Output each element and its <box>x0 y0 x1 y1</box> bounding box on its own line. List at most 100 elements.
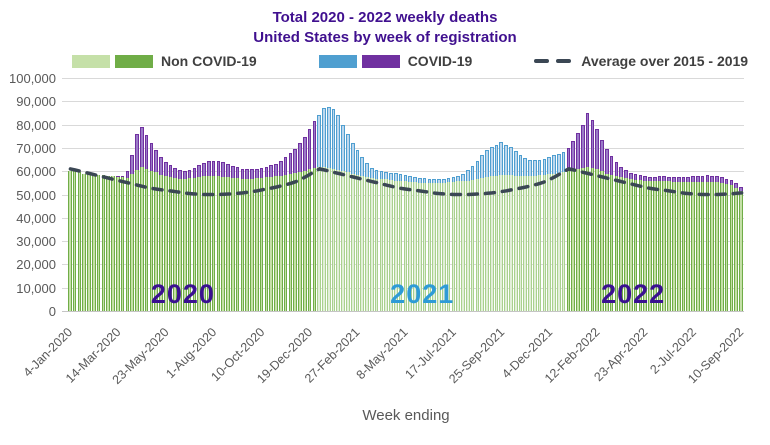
bar-covid <box>326 107 331 168</box>
y-tick-label: 40,000 <box>16 210 56 226</box>
covid-purple-swatch <box>361 54 400 68</box>
bar-covid <box>734 183 739 188</box>
bar-non-covid <box>91 174 96 311</box>
bar-non-covid <box>547 174 552 311</box>
bar-covid <box>580 124 585 168</box>
bar-covid <box>259 167 264 178</box>
bar-non-covid <box>580 167 585 311</box>
legend-item-average: Average over 2015 - 2019 <box>534 53 748 69</box>
bar-covid <box>528 159 532 177</box>
bar-covid <box>509 147 513 176</box>
bar-covid <box>571 140 576 171</box>
bar-covid <box>700 175 705 182</box>
bar-non-covid <box>403 181 408 311</box>
bar-non-covid <box>87 174 91 311</box>
bar-non-covid <box>101 175 106 311</box>
bar-covid <box>604 149 609 174</box>
bar-non-covid <box>398 181 403 311</box>
y-tick-label: 20,000 <box>16 257 56 273</box>
bar-covid <box>480 154 484 179</box>
bar-non-covid <box>480 178 484 311</box>
bar-covid <box>686 176 691 183</box>
bar-non-covid <box>552 173 556 311</box>
legend-label-non-covid: Non COVID-19 <box>161 53 257 69</box>
bar-covid <box>403 174 408 182</box>
bar-covid <box>710 175 715 182</box>
bar-non-covid <box>652 181 657 311</box>
bar-non-covid <box>470 179 475 311</box>
bar-covid <box>360 157 365 176</box>
bar-non-covid <box>595 168 600 311</box>
gridline <box>62 217 744 219</box>
bar-covid <box>144 135 149 169</box>
bar-non-covid <box>235 178 240 311</box>
bar-non-covid <box>590 167 595 311</box>
bar-non-covid <box>168 177 173 311</box>
bar-non-covid <box>159 174 163 311</box>
bar-non-covid <box>216 176 221 311</box>
bar-covid <box>533 160 537 176</box>
bar-covid <box>370 167 374 179</box>
bar-non-covid <box>432 183 436 311</box>
bar-non-covid <box>729 185 734 311</box>
bar-covid <box>264 166 269 178</box>
bar-non-covid <box>154 172 158 311</box>
bar-non-covid <box>667 181 671 311</box>
bar-non-covid <box>566 171 571 311</box>
bar-covid <box>269 165 273 177</box>
bar-covid <box>557 153 561 173</box>
gridline <box>62 101 744 103</box>
bar-non-covid <box>326 167 331 311</box>
gridline <box>62 241 744 243</box>
covid-blue-swatch <box>318 54 357 68</box>
bar-non-covid <box>77 172 82 311</box>
bar-covid <box>672 177 676 182</box>
year-label-2020: 2020 <box>150 279 215 309</box>
bar-non-covid <box>537 175 542 311</box>
bar-covid <box>130 154 134 174</box>
bar-non-covid <box>523 176 528 311</box>
bar-non-covid <box>518 176 523 311</box>
bar-non-covid <box>494 175 499 311</box>
bar-covid <box>633 174 638 180</box>
bar-covid <box>652 176 657 181</box>
bar-non-covid <box>322 166 326 311</box>
bar-non-covid <box>734 187 739 311</box>
x-axis: 4-Jan-2020 14-Mar-2020 23-May-2020 1-Aug-20… <box>21 315 747 393</box>
bar-covid <box>163 161 168 176</box>
average-line <box>68 167 744 197</box>
y-tick-label: 0 <box>48 304 56 319</box>
bar-covid <box>542 158 547 175</box>
bar-non-covid <box>691 181 695 311</box>
gridline <box>62 171 744 173</box>
bar-covid <box>298 143 302 173</box>
bar-non-covid <box>499 174 504 311</box>
bar-covid <box>384 171 389 180</box>
y-tick-label: 100,000 <box>9 71 56 86</box>
bar-non-covid <box>528 176 532 311</box>
bar-covid <box>216 161 221 177</box>
bar-non-covid <box>288 174 293 311</box>
bar-covid <box>461 173 465 181</box>
bar-covid <box>446 178 451 183</box>
chart-title: Total 2020 - 2022 weekly deaths United S… <box>0 8 770 48</box>
bar-non-covid <box>269 176 273 311</box>
bar-non-covid <box>231 177 235 311</box>
bar-non-covid <box>374 178 379 311</box>
bar-non-covid <box>489 176 494 311</box>
bar-covid <box>149 143 154 172</box>
bar-covid <box>365 163 369 178</box>
bar-non-covid <box>720 183 724 311</box>
bar-covid <box>518 155 523 177</box>
bar-covid <box>590 119 595 168</box>
bar-covid <box>283 157 288 175</box>
bar-non-covid <box>331 168 336 311</box>
bar-covid <box>202 162 206 177</box>
bar-covid <box>729 180 734 186</box>
bar-non-covid <box>307 168 312 311</box>
bar-non-covid <box>676 182 681 311</box>
bar-covid <box>662 176 667 182</box>
gridline <box>62 311 744 312</box>
bar-covid <box>437 179 441 184</box>
bar-covid <box>724 178 729 185</box>
